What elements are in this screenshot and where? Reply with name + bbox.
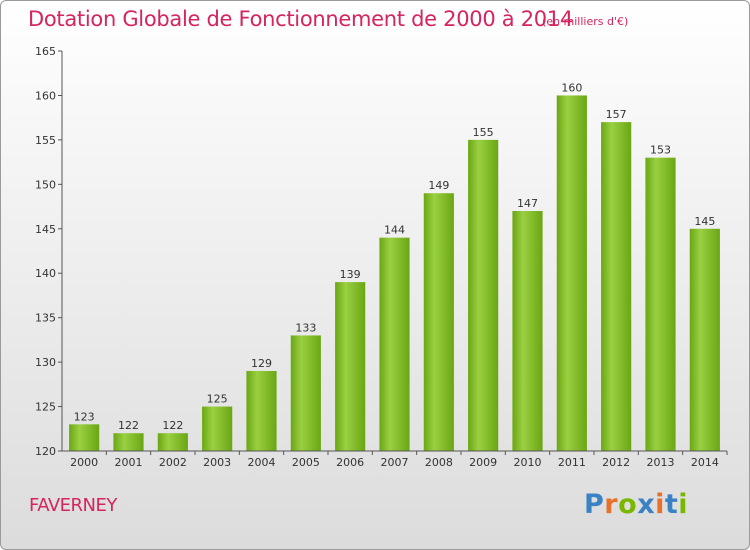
x-tick-label: 2002 <box>159 456 187 469</box>
y-tick-label: 140 <box>35 267 56 280</box>
data-label: 123 <box>74 410 95 423</box>
x-axis-labels: 2000 2001 2002 2003 2004 2005 2006 2007 2008 2009… <box>70 451 728 469</box>
bar-2013 <box>645 157 676 451</box>
logo-letter: x <box>637 489 656 520</box>
y-tick-label: 125 <box>35 401 56 414</box>
data-labels: 123 122 122 125 129 133 139 144 149 155 147 160 157 1… <box>74 81 716 432</box>
bar-2009 <box>468 139 499 451</box>
chart-subtitle: (en milliers d'€) <box>542 15 629 28</box>
chart-title: Dotation Globale de Fonctionnement de 20… <box>28 7 573 31</box>
bar-2007 <box>379 237 410 451</box>
bar-2012 <box>601 122 632 451</box>
data-label: 122 <box>162 419 183 432</box>
x-tick-label: 2003 <box>203 456 231 469</box>
x-tick-label: 2008 <box>425 456 453 469</box>
data-label: 149 <box>428 179 449 192</box>
x-tick-label: 2014 <box>691 456 719 469</box>
logo-letter: i <box>655 489 665 520</box>
data-label: 145 <box>694 215 715 228</box>
x-tick-label: 2001 <box>115 456 143 469</box>
x-tick-label: 2010 <box>514 456 542 469</box>
bar-2006 <box>335 282 366 451</box>
bar-2002 <box>157 433 188 451</box>
commune-name: FAVERNEY <box>29 495 117 516</box>
data-label: 157 <box>606 108 627 121</box>
logo-letter: o <box>618 489 638 520</box>
x-tick-label: 2000 <box>70 456 98 469</box>
logo-letter: P <box>584 489 605 520</box>
x-tick-label: 2005 <box>292 456 320 469</box>
data-label: 153 <box>650 144 671 157</box>
x-tick-label: 2009 <box>469 456 497 469</box>
bar-2005 <box>290 335 321 451</box>
data-label: 139 <box>340 268 361 281</box>
bar-2010 <box>512 211 543 451</box>
y-tick-label: 145 <box>35 223 56 236</box>
y-tick-label: 160 <box>35 89 56 102</box>
y-tick-label: 165 <box>35 45 56 58</box>
x-tick-label: 2011 <box>558 456 586 469</box>
data-label: 144 <box>384 224 405 237</box>
y-tick-label: 150 <box>35 178 56 191</box>
y-axis-labels: 120 125 130 135 140 145 150 155 160 165 <box>35 45 62 458</box>
data-label: 155 <box>473 126 494 139</box>
y-tick-label: 130 <box>35 356 56 369</box>
x-tick-label: 2006 <box>336 456 364 469</box>
data-label: 160 <box>561 81 582 94</box>
proxiti-logo: Proxiti <box>584 489 688 520</box>
data-label: 122 <box>118 419 139 432</box>
logo-letter: r <box>604 489 619 520</box>
y-tick-label: 135 <box>35 312 56 325</box>
logo-letter: t <box>664 489 679 520</box>
bar-2011 <box>556 95 587 451</box>
bar-2001 <box>113 433 144 451</box>
bar-2000 <box>69 424 100 451</box>
bar-2008 <box>423 193 454 451</box>
y-tick-label: 155 <box>35 134 56 147</box>
bars-group <box>69 95 720 451</box>
bar-2014 <box>689 228 720 451</box>
x-tick-label: 2004 <box>248 456 276 469</box>
x-tick-label: 2007 <box>381 456 409 469</box>
bar-2003 <box>202 406 233 451</box>
x-tick-label: 2013 <box>647 456 675 469</box>
bar-2004 <box>246 371 277 451</box>
logo-letter: i <box>678 489 689 520</box>
data-label: 147 <box>517 197 538 210</box>
y-tick-label: 120 <box>35 445 56 458</box>
data-label: 133 <box>295 321 316 334</box>
data-label: 125 <box>207 393 228 406</box>
data-label: 129 <box>251 357 272 370</box>
x-tick-label: 2012 <box>602 456 630 469</box>
